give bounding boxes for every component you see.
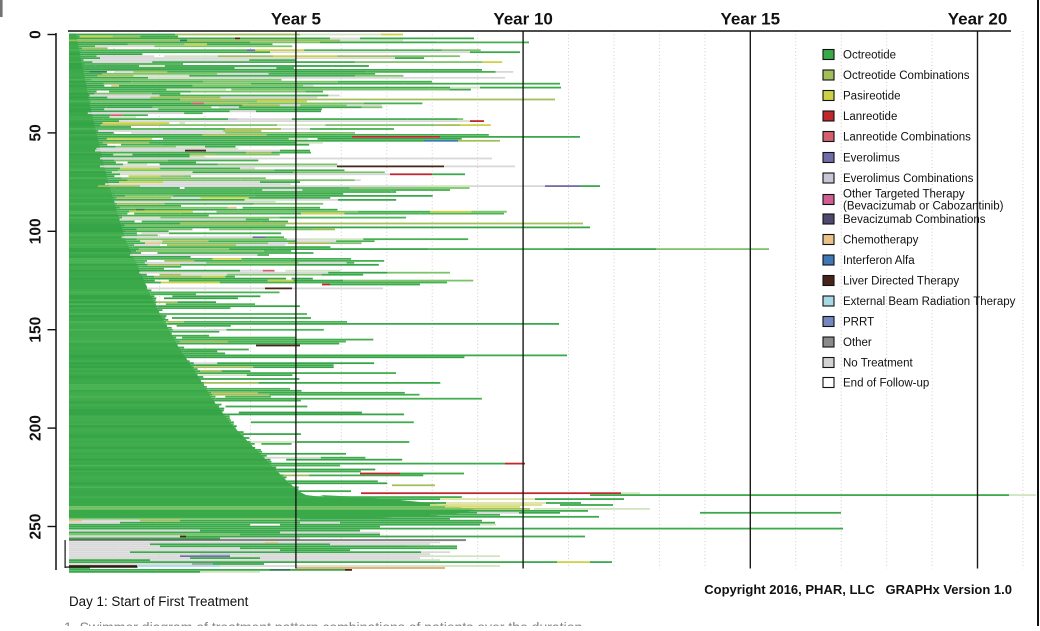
- svg-text:End of Follow-up: End of Follow-up: [843, 378, 929, 390]
- svg-text:150: 150: [28, 317, 45, 343]
- svg-text:Octreotide Combinations: Octreotide Combinations: [843, 70, 970, 82]
- svg-text:Everolimus Combinations: Everolimus Combinations: [843, 173, 974, 185]
- svg-text:Bevacizumab Combinations: Bevacizumab Combinations: [843, 214, 986, 226]
- svg-text:Year 15: Year 15: [721, 10, 781, 29]
- svg-text:No Treatment: No Treatment: [843, 358, 913, 370]
- svg-text:50: 50: [28, 124, 45, 141]
- svg-text:Everolimus: Everolimus: [843, 153, 900, 165]
- svg-text:Pasireotide: Pasireotide: [843, 91, 901, 103]
- svg-text:Interferon Alfa: Interferon Alfa: [843, 255, 915, 267]
- svg-text:External Beam Radiation Therap: External Beam Radiation Therapy: [843, 296, 1016, 308]
- svg-text:Other: Other: [843, 337, 872, 349]
- svg-text:250: 250: [28, 514, 45, 540]
- svg-text:Copyright 2016, PHAR, LLC GR: Copyright 2016, PHAR, LLC GRAPHx Version…: [704, 582, 1012, 597]
- svg-text:Octreotide: Octreotide: [843, 50, 896, 62]
- svg-text:0: 0: [28, 30, 45, 39]
- svg-text:200: 200: [28, 415, 45, 441]
- svg-text:Other Targeted Therapy: Other Targeted Therapy: [843, 189, 965, 201]
- svg-text:Year 20: Year 20: [948, 10, 1008, 29]
- svg-text:PRRT: PRRT: [843, 317, 874, 329]
- svg-text:Chemotherapy: Chemotherapy: [843, 235, 919, 247]
- svg-text:(Bevacizumab or Cabozantinib): (Bevacizumab or Cabozantinib): [843, 201, 1004, 213]
- svg-text:Year 5: Year 5: [271, 10, 321, 29]
- svg-text:Year 10: Year 10: [493, 10, 553, 29]
- svg-text:Lanreotide Combinations: Lanreotide Combinations: [843, 132, 971, 144]
- svg-text:Day 1: Start of First Treatmen: Day 1: Start of First Treatment: [69, 594, 249, 609]
- svg-text:100: 100: [28, 218, 45, 244]
- svg-text:1. Swimmer diagram of treatmen: 1. Swimmer diagram of treatment pattern …: [64, 619, 582, 626]
- svg-text:Lanreotide: Lanreotide: [843, 111, 897, 123]
- svg-text:Liver Directed Therapy: Liver Directed Therapy: [843, 276, 959, 288]
